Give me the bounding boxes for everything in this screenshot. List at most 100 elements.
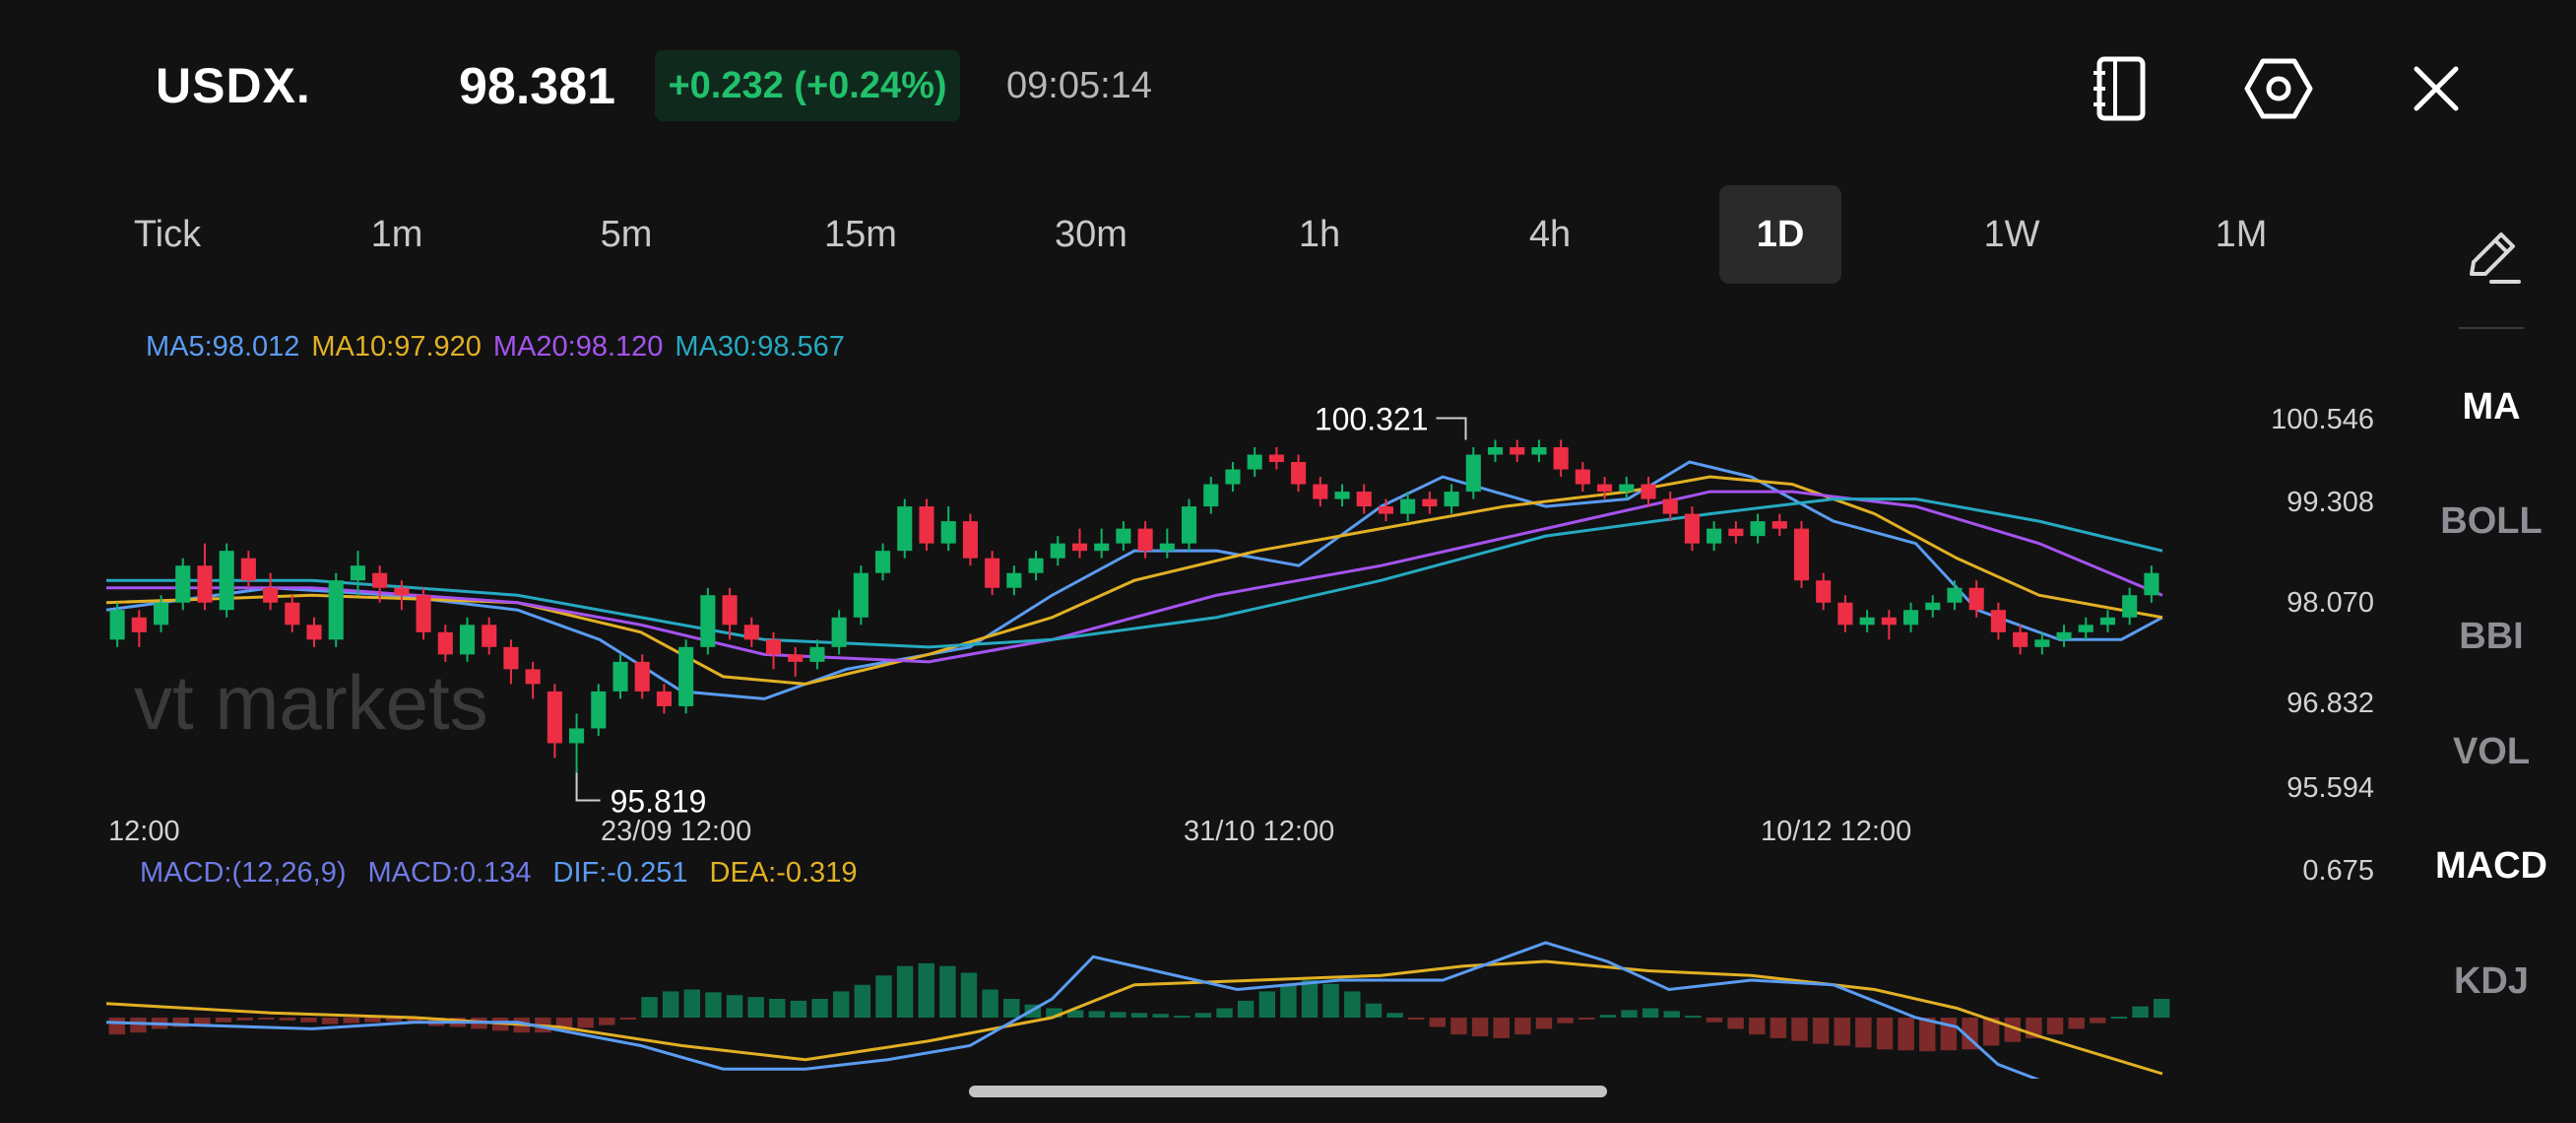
macd-histogram-bar — [343, 1018, 359, 1024]
macd-histogram-bar — [790, 1000, 807, 1018]
indicator-boll[interactable]: BOLL — [2440, 500, 2543, 542]
candle-body — [1641, 484, 1656, 499]
macd-histogram-bar — [1898, 1018, 1914, 1051]
timeframe-tab-1w[interactable]: 1W — [1983, 213, 2040, 255]
candle-body — [809, 646, 825, 662]
y-axis-label: 98.070 — [2286, 587, 2374, 619]
macd-histogram-bar — [1280, 984, 1297, 1018]
macd-histogram-bar — [1407, 1018, 1425, 1020]
candle-body — [175, 565, 191, 603]
candle-body — [394, 587, 410, 596]
timeframe-tab-1m[interactable]: 1m — [370, 213, 423, 255]
candle-body — [1334, 492, 1350, 499]
settings-hexagon-icon[interactable] — [2243, 53, 2314, 124]
candle-body — [131, 617, 147, 632]
macd-histogram-bar — [1365, 1003, 1383, 1018]
macd-histogram-bar — [2090, 1018, 2106, 1024]
timeframe-tab-1d[interactable]: 1D — [1719, 185, 1841, 284]
candle-body — [1662, 498, 1678, 514]
candle-body — [1510, 446, 1525, 455]
candle-body — [1291, 462, 1307, 485]
candle-body — [197, 565, 213, 603]
ma-line-ma20 — [106, 490, 2163, 664]
macd-histogram-bar — [896, 965, 914, 1018]
macd-axis-label: 0.675 — [2302, 855, 2374, 887]
timeframe-tab-30m[interactable]: 30m — [1055, 213, 1127, 255]
macd-histogram-bar — [108, 1018, 126, 1035]
timeframe-tab-15m[interactable]: 15m — [824, 213, 897, 255]
indicator-macd[interactable]: MACD — [2435, 845, 2547, 887]
candle-body — [1465, 454, 1481, 493]
macd-histogram-bar — [1493, 1018, 1510, 1038]
candle-body — [1422, 498, 1438, 507]
macd-histogram-bar — [1301, 980, 1319, 1018]
dea-line — [105, 959, 2163, 1076]
candle-body — [1313, 484, 1328, 499]
macd-histogram-bar — [279, 1018, 296, 1021]
macd-histogram-bar — [726, 995, 743, 1018]
candle-body — [962, 521, 978, 559]
y-axis-label: 96.832 — [2286, 688, 2374, 719]
y-axis-label: 100.546 — [2271, 404, 2374, 435]
timeframe-tab-1m[interactable]: 1M — [2215, 213, 2268, 255]
draw-pencil-icon[interactable] — [2458, 223, 2527, 292]
macd-histogram-bar — [364, 1018, 381, 1023]
macd-histogram-bar — [1152, 1014, 1169, 1018]
macd-histogram-bar — [1834, 1018, 1850, 1046]
indicator-ma[interactable]: MA — [2462, 386, 2521, 428]
ma-legend-item-1: MA10:97.920 — [311, 331, 482, 363]
macd-histogram-bar — [321, 1018, 339, 1024]
candle-body — [1531, 446, 1547, 455]
macd-histogram-bar — [194, 1018, 211, 1025]
candle-body — [1990, 610, 2006, 632]
timeframe-tab-4h[interactable]: 4h — [1528, 213, 1572, 255]
timeframe-tab-1h[interactable]: 1h — [1298, 213, 1341, 255]
candle-body — [547, 691, 562, 744]
macd-histogram-bar — [683, 989, 701, 1018]
macd-histogram-bar — [1855, 1018, 1872, 1048]
macd-histogram-bar — [2132, 1006, 2149, 1018]
x-axis-label: 23/09 12:00 — [601, 816, 752, 847]
candle-body — [1881, 617, 1897, 626]
notebook-icon[interactable] — [2086, 53, 2157, 124]
indicator-vol[interactable]: VOL — [2452, 731, 2531, 772]
candle-body — [263, 587, 279, 603]
macd-histogram-bar — [1791, 1018, 1808, 1041]
candle-body — [350, 565, 365, 581]
candle-body — [897, 506, 913, 552]
macd-histogram-bar — [1174, 1016, 1191, 1019]
macd-histogram-bar — [960, 972, 978, 1018]
indicator-bbi[interactable]: BBI — [2459, 616, 2524, 657]
candle-body — [1707, 528, 1722, 544]
macd-histogram-bar — [2110, 1017, 2128, 1020]
candle-body — [2122, 595, 2138, 618]
macd-histogram-bar — [300, 1018, 317, 1023]
macd-histogram-bar — [641, 997, 658, 1018]
price-change-badge: +0.232 (+0.24%) — [655, 50, 960, 121]
macd-histogram-bar — [1194, 1013, 1212, 1018]
macd-legend-item-3: DEA:-0.319 — [709, 857, 858, 889]
high-price-label: 100.321 — [1315, 401, 1429, 436]
macd-histogram-bar — [662, 991, 679, 1018]
macd-histogram-bar — [918, 962, 934, 1018]
indicator-kdj[interactable]: KDJ — [2453, 960, 2530, 1002]
macd-histogram-bar — [236, 1018, 253, 1021]
macd-histogram-bar — [1812, 1018, 1830, 1044]
quote-time: 09:05:14 — [1006, 65, 1152, 106]
macd-histogram-bar — [215, 1018, 232, 1023]
candle-body — [591, 691, 607, 729]
macd-histogram-bar — [2046, 1018, 2064, 1035]
macd-histogram-bar — [599, 1018, 615, 1025]
candle-body — [1553, 446, 1569, 470]
candle-body — [153, 602, 169, 626]
close-icon[interactable] — [2401, 53, 2472, 124]
timeframe-tab-5m[interactable]: 5m — [600, 213, 653, 255]
home-indicator[interactable] — [969, 1086, 1607, 1097]
macd-histogram-bar — [1110, 1012, 1127, 1018]
candle-body — [240, 558, 256, 581]
candle-body — [525, 669, 541, 685]
macd-histogram-bar — [2004, 1018, 2022, 1042]
macd-histogram-bar — [939, 965, 956, 1018]
timeframe-tab-tick[interactable]: Tick — [133, 213, 202, 255]
